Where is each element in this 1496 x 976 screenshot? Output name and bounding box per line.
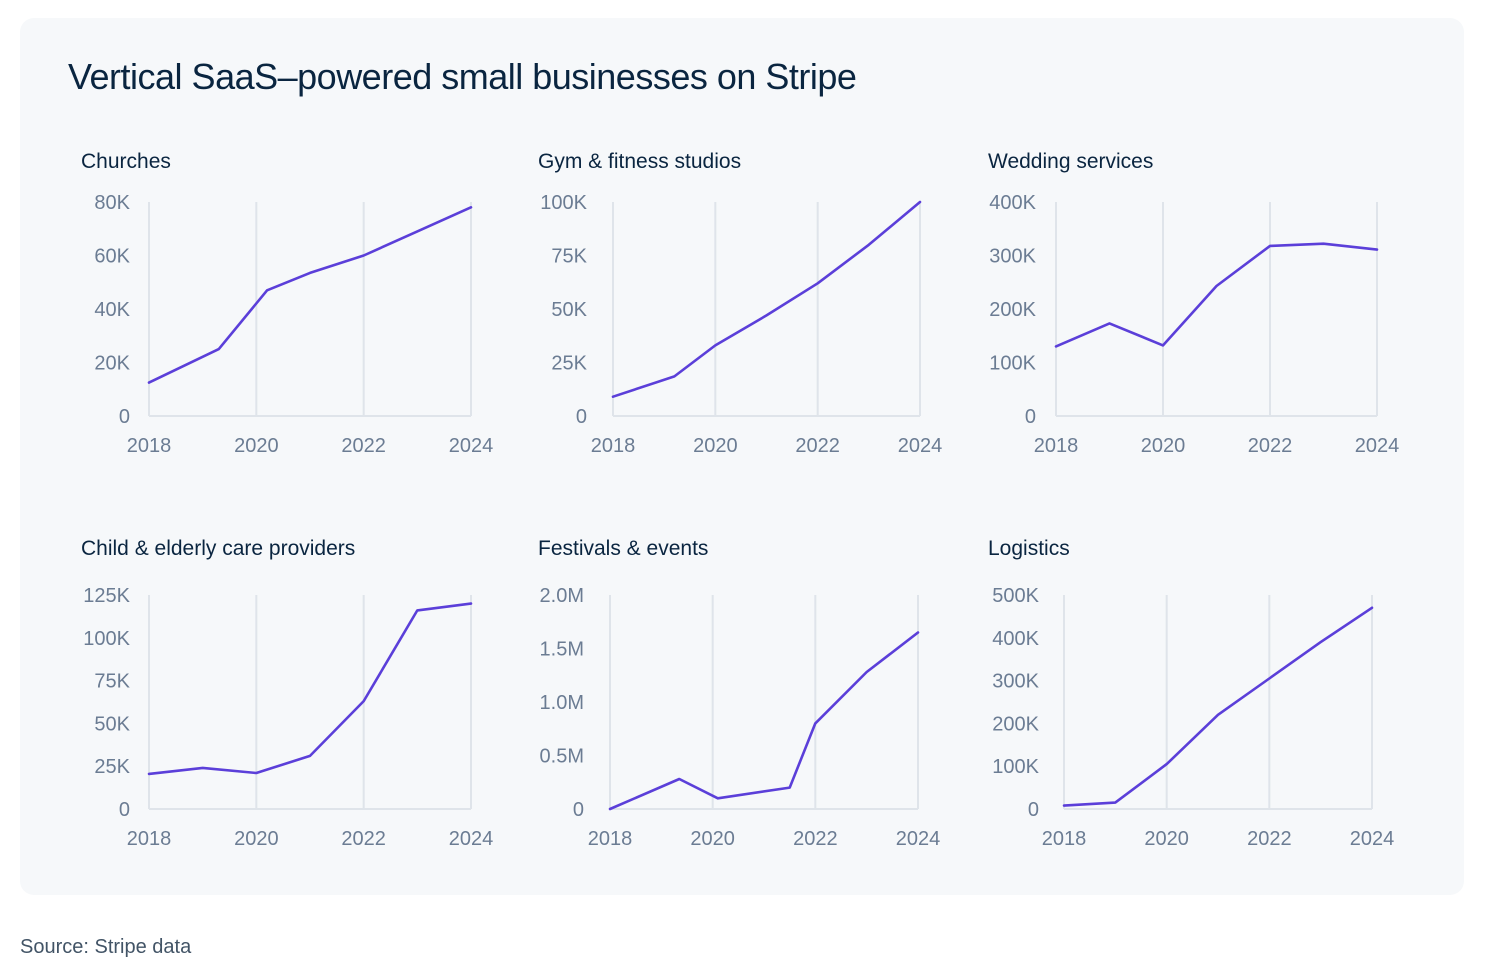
y-tick-label: 25K (551, 353, 587, 375)
chart-title: Festivals & events (538, 537, 708, 560)
y-tick-label: 75K (551, 246, 587, 268)
chart-title: Child & elderly care providers (81, 537, 355, 560)
series-line (1062, 606, 1374, 807)
y-tick-label: 0 (1028, 799, 1039, 821)
y-tick-label: 0.5M (540, 746, 584, 768)
y-tick-label: 60K (94, 246, 130, 268)
x-tick-label: 2020 (693, 435, 738, 457)
chart-panel (20, 18, 1464, 895)
y-tick-label: 0 (576, 406, 587, 428)
x-tick-label: 2022 (1247, 828, 1292, 850)
y-tick-label: 100K (992, 756, 1039, 778)
chart-2: Gym & fitness studios 2018 2020 2022 2024 0 25… (538, 150, 942, 457)
y-tick-label: 0 (573, 799, 584, 821)
x-tick-label: 2024 (896, 828, 941, 850)
y-tick-label: 20K (94, 353, 130, 375)
y-tick-label: 400K (992, 628, 1039, 650)
chart-5: Festivals & events 2018 2020 2022 2024 0 0.5M 1… (538, 537, 940, 850)
y-tick-label: 200K (989, 299, 1036, 321)
y-tick-label: 125K (83, 585, 130, 607)
x-tick-label: 2018 (127, 828, 172, 850)
chart-title: Logistics (988, 537, 1070, 560)
y-tick-label: 40K (94, 299, 130, 321)
y-tick-label: 0 (1025, 406, 1036, 428)
y-tick-label: 50K (94, 713, 130, 735)
x-tick-label: 2018 (1042, 828, 1087, 850)
series-line (1054, 242, 1379, 348)
y-tick-label: 1.5M (540, 639, 584, 661)
x-tick-label: 2020 (1141, 435, 1186, 457)
y-tick-label: 2.0M (540, 585, 584, 607)
x-tick-label: 2024 (449, 435, 494, 457)
y-tick-label: 300K (992, 671, 1039, 693)
series-line (611, 200, 922, 399)
x-tick-label: 2018 (127, 435, 172, 457)
x-tick-label: 2020 (234, 435, 279, 457)
y-tick-label: 400K (989, 192, 1036, 214)
y-tick-label: 100K (989, 353, 1036, 375)
x-tick-label: 2018 (591, 435, 636, 457)
x-tick-label: 2024 (449, 828, 494, 850)
x-tick-label: 2024 (898, 435, 943, 457)
x-tick-label: 2024 (1350, 828, 1395, 850)
y-tick-label: 300K (989, 246, 1036, 268)
x-tick-label: 2020 (1144, 828, 1189, 850)
chart-title: Churches (81, 150, 171, 173)
x-tick-label: 2022 (793, 828, 838, 850)
x-tick-label: 2022 (341, 828, 386, 850)
y-tick-label: 1.0M (540, 692, 584, 714)
x-tick-label: 2020 (690, 828, 735, 850)
y-tick-label: 200K (992, 713, 1039, 735)
x-tick-label: 2022 (1248, 435, 1293, 457)
source-note: Source: Stripe data (20, 936, 192, 958)
y-tick-label: 25K (94, 756, 130, 778)
y-tick-label: 0 (119, 799, 130, 821)
y-tick-label: 100K (83, 628, 130, 650)
x-tick-label: 2018 (588, 828, 633, 850)
chart-title: Wedding services (988, 150, 1153, 173)
chart-4: Child & elderly care providers 2018 2020 20… (81, 537, 493, 850)
x-tick-label: 2020 (234, 828, 279, 850)
y-tick-label: 75K (94, 671, 130, 693)
y-tick-label: 50K (551, 299, 587, 321)
series-line (147, 602, 473, 776)
series-line (147, 206, 473, 384)
chart-1: Churches 2018 2020 2022 2024 0 20K 40K 60K 80K (81, 150, 493, 457)
chart-6: Logistics 2018 2020 2022 2024 0 100K 200K 300K 40… (988, 537, 1394, 850)
x-tick-label: 2022 (795, 435, 840, 457)
y-tick-label: 100K (540, 192, 587, 214)
page-title: Vertical SaaS–powered small businesses o… (68, 56, 857, 97)
chart-title: Gym & fitness studios (538, 150, 741, 173)
x-tick-label: 2024 (1355, 435, 1400, 457)
y-tick-label: 500K (992, 585, 1039, 607)
x-tick-label: 2022 (341, 435, 386, 457)
x-tick-label: 2018 (1034, 435, 1079, 457)
y-tick-label: 80K (94, 192, 130, 214)
chart-3: Wedding services 2018 2020 2022 2024 0 100K 200… (988, 150, 1399, 457)
y-tick-label: 0 (119, 406, 130, 428)
series-line (608, 631, 920, 811)
